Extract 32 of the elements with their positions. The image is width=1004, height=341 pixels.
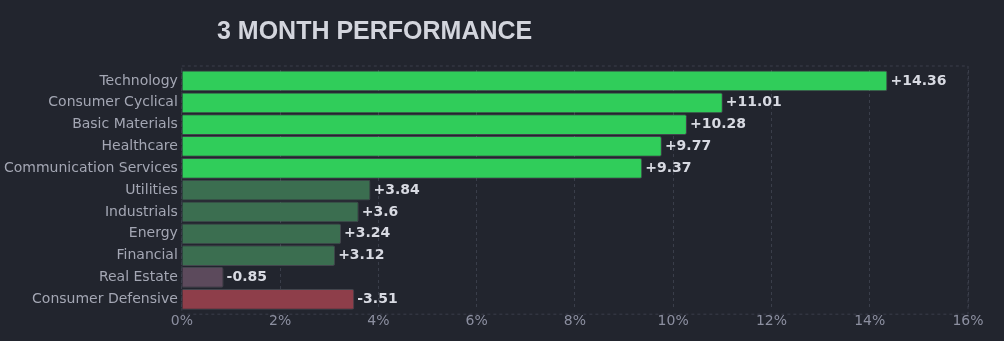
data-label: +3.24 <box>344 224 391 241</box>
y-tick-label: Communication Services <box>3 158 178 175</box>
data-label: -3.51 <box>357 289 398 306</box>
data-label: +3.84 <box>373 180 421 197</box>
y-tick-label: Financial <box>116 246 178 263</box>
x-tick-label: 12% <box>755 312 788 329</box>
data-label: +9.77 <box>664 137 712 154</box>
x-tick-label: 0% <box>170 312 193 329</box>
x-tick-label: 8% <box>563 312 587 329</box>
y-tick-label: Real Estate <box>98 268 178 285</box>
x-tick-label: 16% <box>952 312 984 329</box>
data-label: +9.37 <box>645 158 692 175</box>
x-tick-label: 4% <box>367 312 390 329</box>
y-tick-label: Healthcare <box>101 137 178 154</box>
y-tick-label: Technology <box>98 71 178 88</box>
x-tick-label: 2% <box>268 312 292 329</box>
data-label: +10.28 <box>689 115 746 132</box>
y-tick-label: Consumer Cyclical <box>48 93 178 110</box>
data-label: +3.6 <box>361 202 399 219</box>
chart-title: 3 MONTH PERFORMANCE <box>217 16 533 45</box>
y-tick-label: Utilities <box>125 180 178 197</box>
x-tick-label: 14% <box>854 312 886 329</box>
x-tick-label: 10% <box>657 312 689 329</box>
y-tick-label: Industrials <box>104 202 178 219</box>
data-label: +14.36 <box>890 71 947 88</box>
data-label: -0.85 <box>226 268 267 285</box>
data-label: +11.01 <box>725 93 782 110</box>
y-tick-label: Basic Materials <box>72 115 178 132</box>
x-tick-label: 6% <box>465 312 488 329</box>
y-tick-label: Consumer Defensive <box>32 289 178 306</box>
data-label: +3.12 <box>338 246 385 263</box>
y-tick-label: Energy <box>128 224 178 241</box>
